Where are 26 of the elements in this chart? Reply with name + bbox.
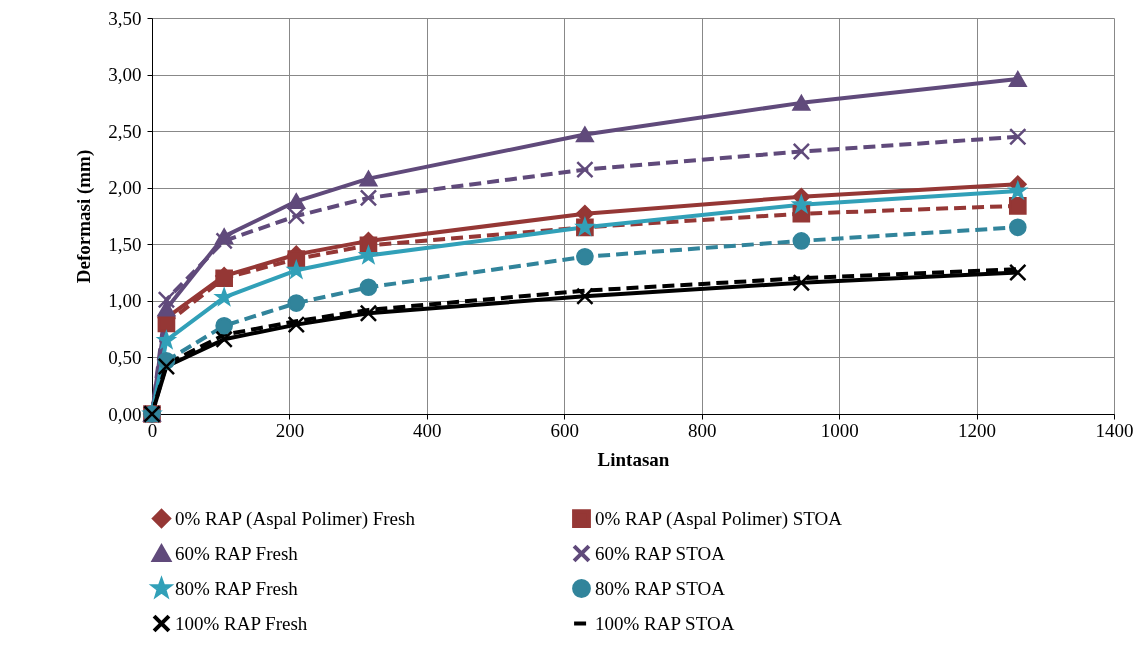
x-tick-label: 200	[275, 419, 305, 441]
x-tick-label: 600	[550, 419, 580, 441]
legend-label: 60% RAP STOA	[595, 542, 726, 564]
y-tick-label: 3,50	[108, 7, 142, 29]
y-tick-label: 0,50	[108, 346, 142, 368]
legend-label: 0% RAP (Aspal Polimer) Fresh	[175, 507, 416, 530]
y-tick-label: 3,00	[108, 64, 142, 86]
legend-label: 80% RAP Fresh	[175, 577, 299, 599]
y-tick-label: 2,00	[108, 177, 142, 199]
x-tick-label: 400	[413, 419, 442, 441]
y-tick-label: 1,50	[108, 233, 142, 255]
y-tick-label: 0,00	[108, 403, 142, 425]
x-axis-title: Lintasan	[597, 448, 670, 470]
x-tick-label: 1400	[1095, 419, 1134, 441]
legend-label: 100% RAP STOA	[595, 612, 735, 634]
legend-label: 100% RAP Fresh	[175, 612, 308, 634]
y-tick-label: 1,00	[108, 290, 142, 312]
x-tick-label: 0	[147, 419, 158, 441]
y-tick-label: 2,50	[108, 120, 142, 142]
x-tick-label: 1000	[820, 419, 859, 441]
legend-label: 80% RAP STOA	[595, 577, 726, 599]
legend-label: 0% RAP (Aspal Polimer) STOA	[595, 507, 843, 530]
x-tick-label: 1200	[958, 419, 997, 441]
x-tick-label: 800	[687, 419, 717, 441]
y-axis-title: Deformasi (mm)	[73, 149, 96, 284]
legend-label: 60% RAP Fresh	[175, 542, 299, 564]
